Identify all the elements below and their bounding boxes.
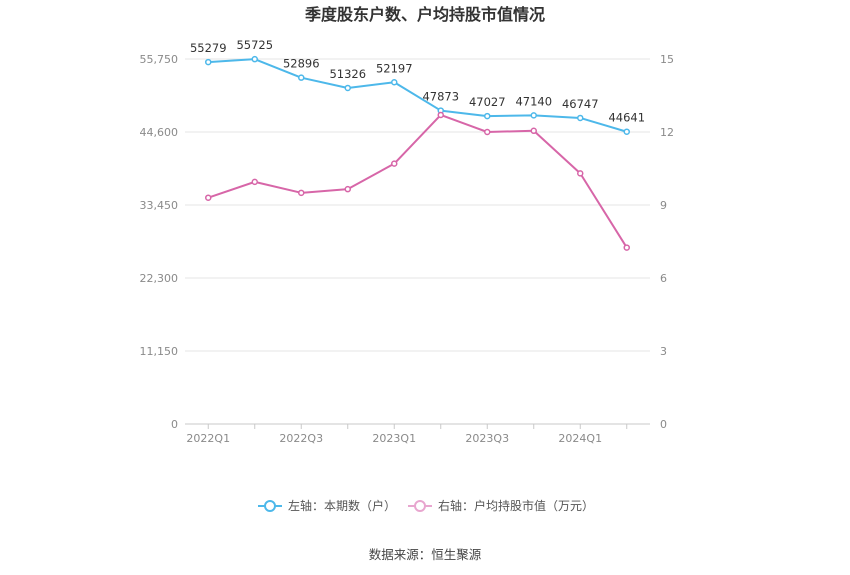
y-left-tick-label: 11,150 — [140, 345, 179, 358]
y-right-tick-label: 3 — [660, 345, 667, 358]
shareholder-count-line — [208, 58, 628, 133]
avg-market-value-point — [391, 160, 398, 167]
shareholder-count-point — [623, 128, 630, 135]
right-axis: 0 3 6 9 12 15 — [660, 53, 674, 431]
data-label: 52197 — [376, 61, 413, 75]
x-tick-label: 2024Q1 — [558, 432, 602, 445]
shareholder-count-point — [577, 114, 584, 122]
shareholder-count-point — [298, 74, 305, 81]
avg-market-value-point — [205, 194, 212, 201]
y-right-tick-label: 15 — [660, 53, 674, 66]
y-right-tick-label: 9 — [660, 199, 667, 212]
avg-market-value-point — [484, 128, 491, 136]
legend-label-right: 右轴：户均持股市值（万元） — [438, 498, 594, 513]
y-right-tick-label: 6 — [660, 272, 667, 285]
data-label: 51326 — [329, 67, 366, 81]
series-layer: 55279 55725 52896 51326 52197 47873 47027 47140… — [190, 38, 645, 251]
shareholder-count-point — [205, 58, 212, 66]
shareholder-count-point — [344, 84, 351, 92]
legend-marker-left — [264, 500, 276, 512]
x-tick-label: 2022Q1 — [186, 432, 230, 445]
grid — [185, 58, 650, 352]
source-note: 数据来源：恒生聚源 — [369, 547, 482, 562]
avg-market-value-point — [298, 189, 305, 197]
data-label: 47140 — [515, 94, 552, 108]
data-label: 46747 — [562, 97, 599, 111]
x-tick-label: 2022Q3 — [279, 432, 323, 445]
y-left-tick-label: 33,450 — [140, 199, 179, 212]
avg-market-value-point — [577, 170, 584, 177]
legend-marker-right — [414, 500, 426, 512]
x-tick-label: 2023Q3 — [465, 432, 509, 445]
x-axis: 2022Q1 2022Q3 2023Q1 2023Q3 2024Q1 — [185, 423, 650, 445]
avg-market-value-point — [623, 244, 630, 251]
data-label: 47873 — [422, 90, 459, 104]
y-left-tick-label: 0 — [171, 418, 178, 431]
y-right-tick-label: 12 — [660, 126, 674, 139]
shareholder-count-point — [530, 112, 537, 119]
data-label: 44641 — [608, 111, 645, 125]
x-tick-label: 2023Q1 — [372, 432, 416, 445]
y-right-tick-label: 0 — [660, 418, 667, 431]
legend-item-left[interactable]: 左轴：本期数（户） — [258, 498, 396, 513]
chart-title: 季度股东户数、户均持股市值情况 — [304, 5, 545, 24]
data-label: 52896 — [283, 57, 320, 71]
shareholder-count-point — [251, 55, 258, 63]
legend[interactable]: 左轴：本期数（户） 右轴：户均持股市值（万元） — [258, 498, 594, 513]
avg-market-value-point — [344, 185, 351, 193]
avg-market-value-point — [437, 111, 444, 119]
data-label: 55725 — [236, 38, 273, 52]
avg-market-value-point — [530, 127, 537, 135]
data-label: 47027 — [469, 95, 506, 109]
y-left-tick-label: 55,750 — [140, 53, 179, 66]
shareholder-count-point — [484, 112, 491, 120]
data-label: 55279 — [190, 41, 227, 55]
legend-label-left: 左轴：本期数（户） — [288, 498, 396, 513]
y-left-tick-label: 22,300 — [140, 272, 179, 285]
y-left-tick-label: 44,600 — [140, 126, 179, 139]
left-axis: 0 11,150 22,300 33,450 44,600 55,750 — [140, 53, 179, 431]
legend-item-right[interactable]: 右轴：户均持股市值（万元） — [408, 498, 594, 513]
avg-market-value-point — [251, 178, 258, 186]
shareholder-count-point — [391, 79, 398, 86]
avg-market-value-line — [207, 113, 628, 249]
